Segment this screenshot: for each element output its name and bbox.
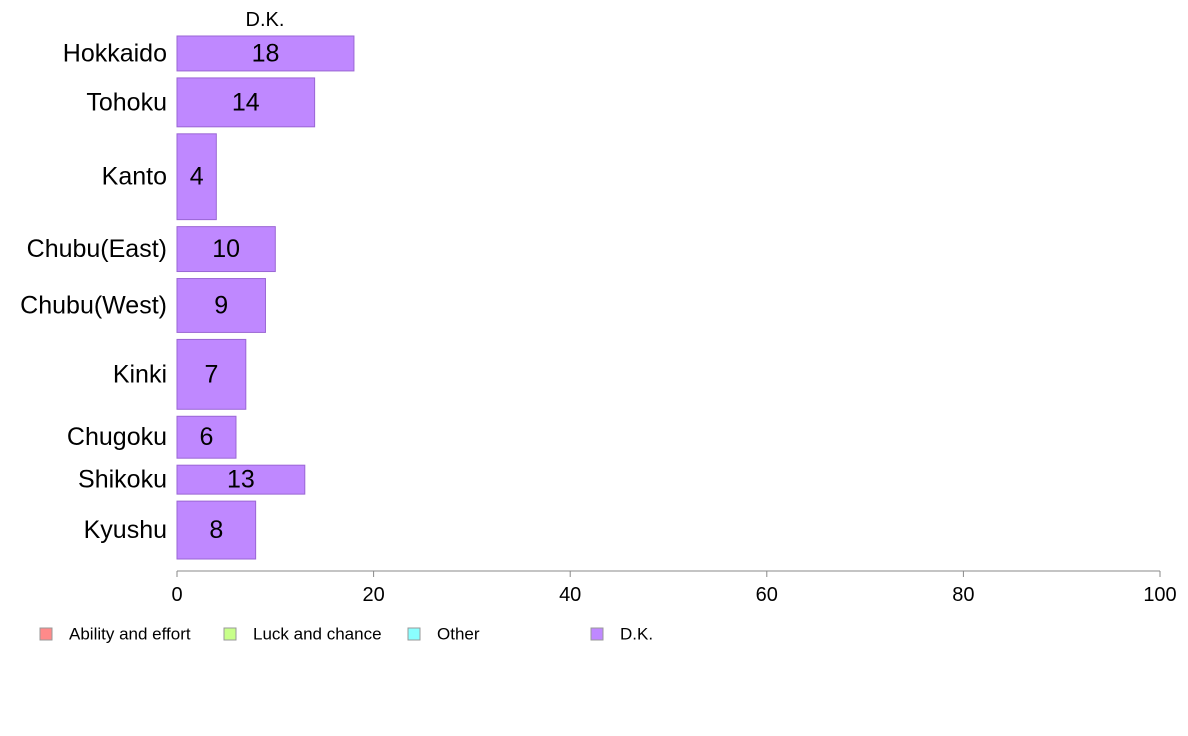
legend-label: Other [437,625,480,644]
category-label: Chubu(East) [27,235,167,263]
category-label: Kanto [102,163,167,191]
category-label: Hokkaido [63,39,167,67]
column-title: D.K. [246,9,285,31]
legend-swatch [407,627,421,641]
bar-value-label: 4 [190,163,204,191]
bar [176,415,237,459]
bar-value-label: 7 [204,360,218,388]
legend-label: Ability and effort [69,625,191,644]
bar [176,500,257,560]
bar-value-label: 9 [214,291,228,319]
bar-value-label: 13 [227,466,255,494]
category-label: Chugoku [67,423,167,451]
legend-swatch [39,627,53,641]
bar-value-label: 14 [232,88,260,116]
category-label: Shikoku [78,466,167,494]
bar-group: Hokkaido 18 Tohoku 14 Kanto 4 Chubu(East) 10 Chu… [20,35,355,560]
bar-value-label: 6 [200,423,214,451]
bar [176,77,316,128]
x-tick-label: 20 [362,584,384,606]
legend: Ability and effort Luck and chance Other D.… [39,625,653,644]
legend-label: Luck and chance [253,625,382,644]
bar [176,226,276,273]
x-axis: 0 20 40 60 80 100 [171,570,1177,606]
legend-swatch [223,627,237,641]
legend-label: D.K. [620,625,653,644]
category-label: Chubu(West) [20,291,167,319]
x-tick-label: 60 [756,584,778,606]
bar-value-label: 18 [252,39,280,67]
bar-value-label: 10 [212,235,240,263]
bar [176,35,355,72]
x-tick-label: 0 [171,584,182,606]
bar [176,338,247,410]
x-tick-label: 80 [952,584,974,606]
bar [176,133,217,221]
bar-value-label: 8 [209,516,223,544]
category-label: Tohoku [86,88,167,116]
category-label: Kinki [113,360,167,388]
bar [176,278,266,333]
x-tick-label: 100 [1143,584,1176,606]
legend-swatch [590,627,604,641]
x-tick-label: 40 [559,584,581,606]
category-label: Kyushu [84,516,167,544]
bar [176,464,306,495]
